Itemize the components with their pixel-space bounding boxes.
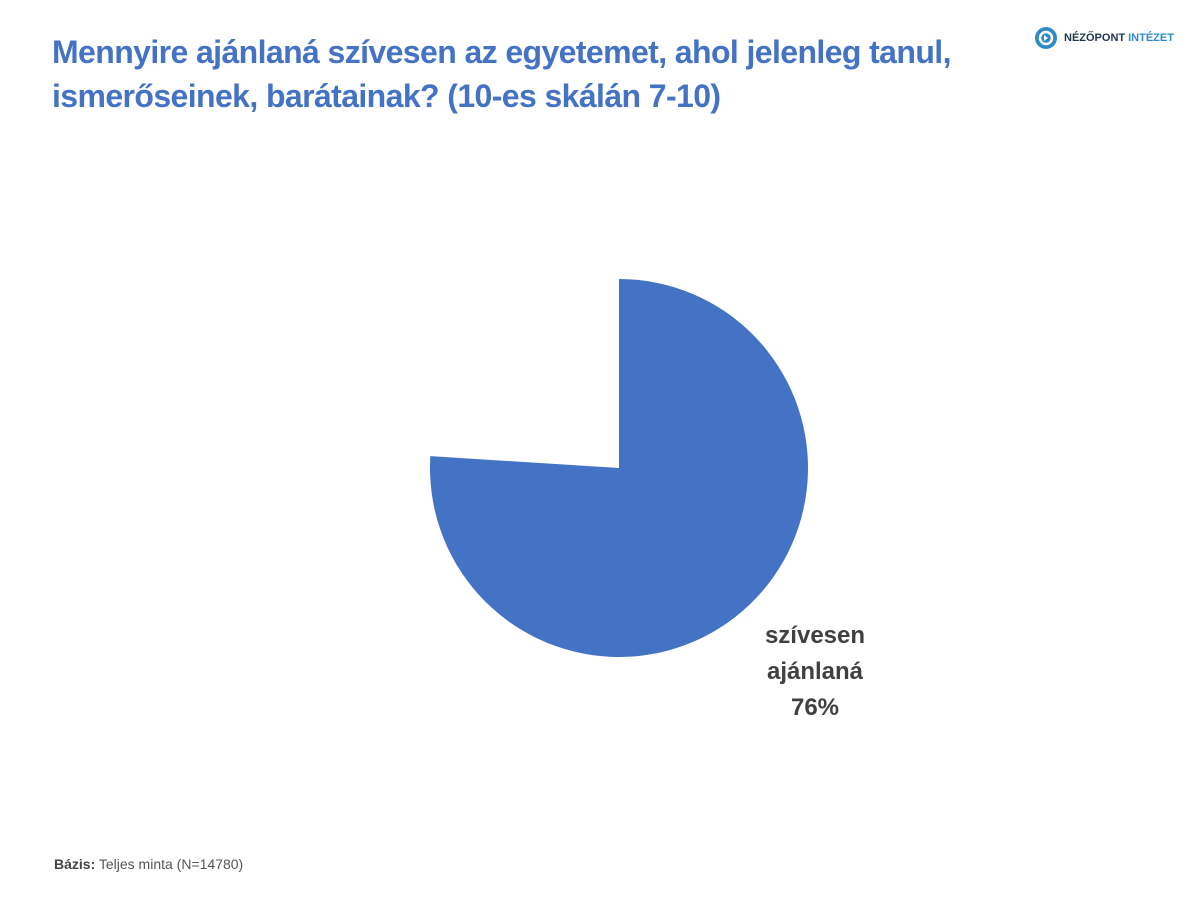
logo-suffix: INTÉZET bbox=[1128, 32, 1174, 44]
value-label: 76% bbox=[790, 694, 840, 721]
category-label: szívesen ajánlaná bbox=[764, 622, 866, 685]
logo: NÉZŐPONT INTÉZET bbox=[1034, 26, 1174, 50]
logo-icon bbox=[1035, 27, 1057, 49]
logo-name: NÉZŐPONT bbox=[1064, 32, 1126, 44]
pie-slice bbox=[430, 279, 808, 657]
footer-label: Bázis: bbox=[54, 856, 96, 872]
slice-label: szívesen ajánlaná 76% bbox=[745, 618, 885, 726]
chart-title: Mennyire ajánlaná szívesen az egyetemet,… bbox=[52, 34, 951, 114]
footer: Bázis: Teljes minta (N=14780) bbox=[54, 856, 243, 872]
footer-text: Teljes minta (N=14780) bbox=[98, 856, 244, 872]
